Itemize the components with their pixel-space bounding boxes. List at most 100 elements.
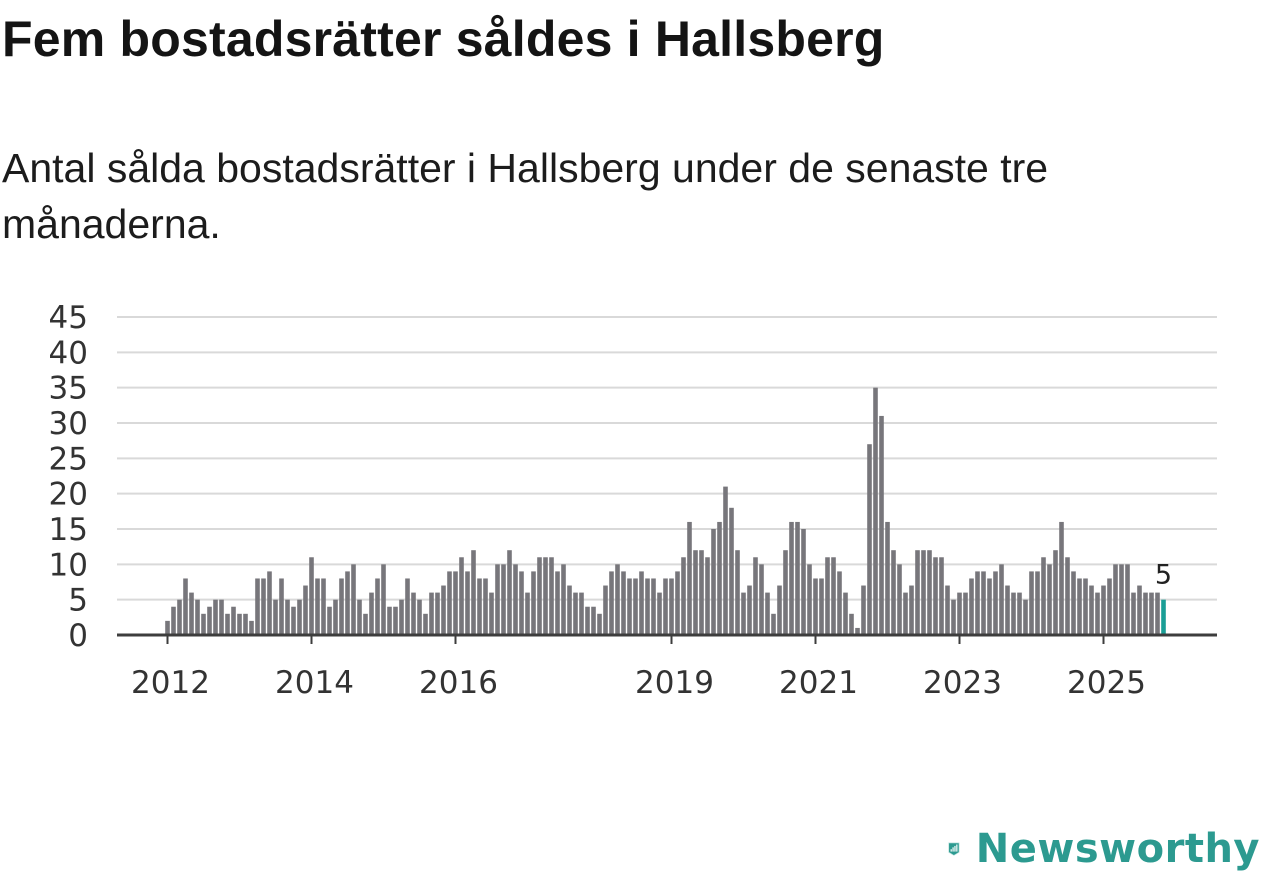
bar xyxy=(891,550,896,635)
bar xyxy=(603,585,608,635)
bar xyxy=(585,606,590,635)
bar xyxy=(213,599,218,635)
x-tick-label: 2014 xyxy=(275,665,354,701)
bar xyxy=(861,585,866,635)
bar xyxy=(933,557,938,635)
bar xyxy=(1131,592,1136,635)
bar xyxy=(621,571,626,635)
bar xyxy=(513,564,518,635)
x-tick-label: 2025 xyxy=(1067,665,1146,701)
bar xyxy=(873,387,878,635)
bar xyxy=(189,592,194,635)
bar xyxy=(1143,592,1148,635)
bar xyxy=(1005,585,1010,635)
bar xyxy=(267,571,272,635)
bar xyxy=(1089,585,1094,635)
bar xyxy=(309,557,314,635)
bar xyxy=(1011,592,1016,635)
bar xyxy=(1023,599,1028,635)
bar xyxy=(573,592,578,635)
chart-subtitle: Antal sålda bostadsrätter i Hallsberg un… xyxy=(2,145,1049,247)
bar xyxy=(489,592,494,635)
bar xyxy=(669,578,674,635)
bar xyxy=(771,613,776,635)
x-axis-ticks: 2012 2014 2016 2019 2021 2023 2025 xyxy=(131,635,1146,701)
bar xyxy=(519,571,524,635)
bar xyxy=(549,557,554,635)
y-tick-label: 40 xyxy=(49,335,88,371)
bar xyxy=(903,592,908,635)
y-tick-label: 45 xyxy=(49,300,88,336)
newsworthy-logo: Newsworthy xyxy=(948,818,1260,880)
bar xyxy=(693,550,698,635)
bar xyxy=(963,592,968,635)
bar xyxy=(531,571,536,635)
bar xyxy=(993,571,998,635)
bar xyxy=(261,578,266,635)
bar xyxy=(897,564,902,635)
x-tick-label: 2016 xyxy=(419,665,498,701)
bar xyxy=(645,578,650,635)
bar xyxy=(849,613,854,635)
brand-name: Newsworthy xyxy=(975,826,1260,872)
bar xyxy=(555,571,560,635)
bar xyxy=(927,550,932,635)
bar xyxy=(483,578,488,635)
bar xyxy=(825,557,830,635)
bar xyxy=(255,578,260,635)
bar xyxy=(1059,521,1064,635)
bar xyxy=(1149,592,1154,635)
bar xyxy=(237,613,242,635)
latest-value-label: 5 xyxy=(1155,560,1172,591)
bar xyxy=(753,557,758,635)
gridlines xyxy=(117,316,1217,601)
bar xyxy=(525,592,530,635)
bar xyxy=(657,592,662,635)
bar xyxy=(411,592,416,635)
bar xyxy=(345,571,350,635)
x-tick-label: 2021 xyxy=(779,665,858,701)
bar xyxy=(231,606,236,635)
bar xyxy=(291,606,296,635)
bar xyxy=(597,613,602,635)
bar xyxy=(921,550,926,635)
bar xyxy=(1113,564,1118,635)
bar xyxy=(747,585,752,635)
bar xyxy=(579,592,584,635)
y-tick-label: 5 xyxy=(68,583,88,619)
bar xyxy=(915,550,920,635)
bar xyxy=(369,592,374,635)
bar xyxy=(627,578,632,635)
bar xyxy=(339,578,344,635)
bar xyxy=(333,599,338,635)
bar xyxy=(429,592,434,635)
bar xyxy=(1125,564,1130,635)
bar xyxy=(1083,578,1088,635)
bar xyxy=(813,578,818,635)
x-tick-label: 2023 xyxy=(923,665,1002,701)
y-tick-label: 30 xyxy=(49,406,88,442)
bar xyxy=(759,564,764,635)
bar xyxy=(381,564,386,635)
bar xyxy=(1035,571,1040,635)
bar xyxy=(279,578,284,635)
bar xyxy=(999,564,1004,635)
bar xyxy=(885,521,890,635)
bar xyxy=(681,557,686,635)
bar xyxy=(543,557,548,635)
bar xyxy=(327,606,332,635)
bar xyxy=(699,550,704,635)
bar xyxy=(705,557,710,635)
bar xyxy=(417,599,422,635)
bar xyxy=(855,627,860,635)
newsworthy-logo-icon xyxy=(948,842,960,856)
bar xyxy=(453,571,458,635)
bar xyxy=(1155,592,1160,635)
chart-title: Fem bostadsrätter såldes i Hallsberg xyxy=(2,11,885,67)
bar xyxy=(1047,564,1052,635)
bar xyxy=(435,592,440,635)
bar xyxy=(819,578,824,635)
bar xyxy=(975,571,980,635)
